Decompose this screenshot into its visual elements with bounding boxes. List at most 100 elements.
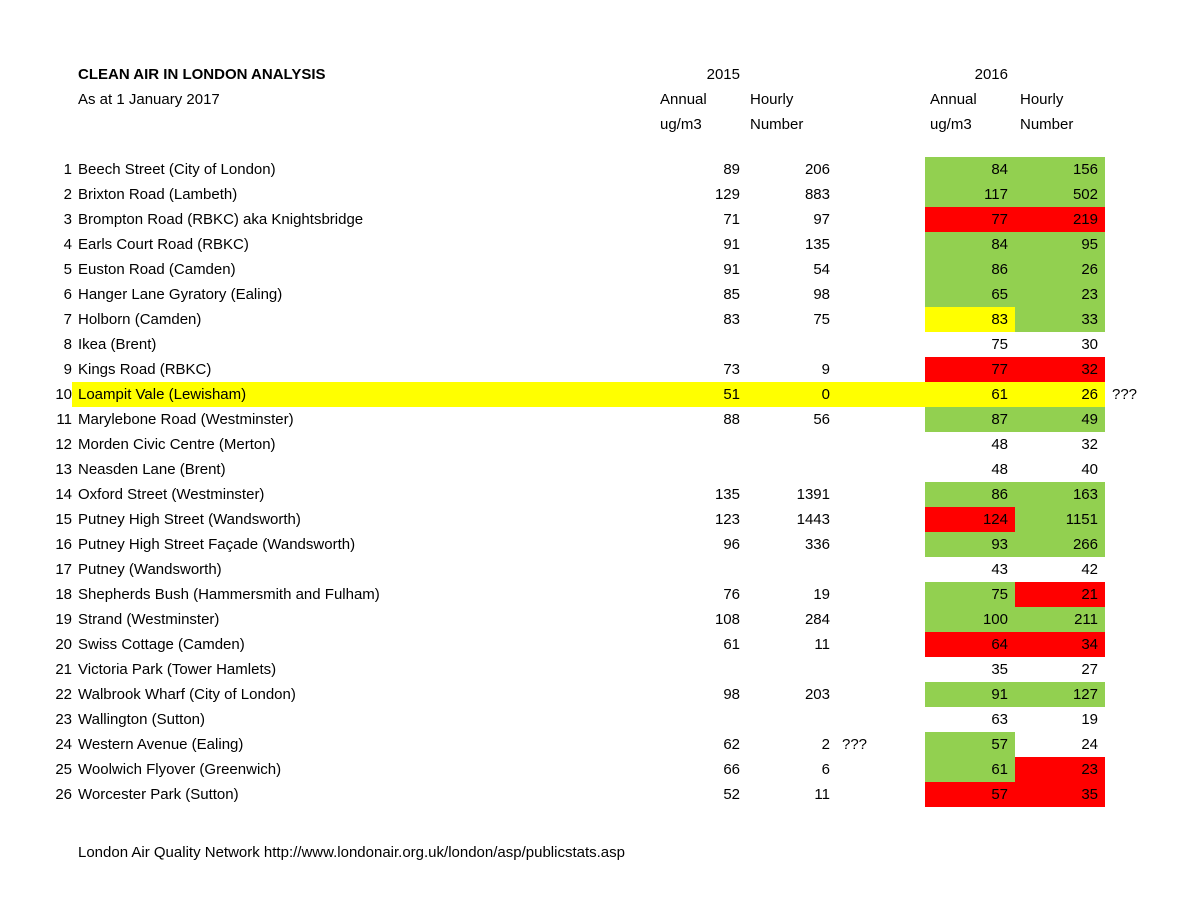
hourly-2015-value: 9 xyxy=(821,361,830,378)
hourly-2015-value xyxy=(740,432,830,457)
annual-2015-value xyxy=(655,432,740,457)
annual-2016-cell: 91 xyxy=(925,682,1015,707)
note-2015 xyxy=(830,782,925,807)
location-name: Marylebone Road (Westminster) xyxy=(78,411,294,428)
annual-2016-cell: 86 xyxy=(925,257,1015,282)
table-row: 16 Putney High Street Façade (Wandsworth… xyxy=(0,532,1200,557)
note-2016 xyxy=(1105,282,1180,307)
annual-2016-cell: 84 xyxy=(925,157,1015,182)
header-row-years: CLEAN AIR IN LONDON ANALYSIS 2015 2016 xyxy=(0,62,1200,87)
location-name: Beech Street (City of London) xyxy=(78,161,276,178)
hourly-2016-cell: 266 xyxy=(1015,532,1105,557)
annual-2016-cell: 57 xyxy=(925,782,1015,807)
hourly-2016-cell: 156 xyxy=(1015,157,1105,182)
location-name: Putney High Street (Wandsworth) xyxy=(78,511,301,528)
note-2016 xyxy=(1105,357,1180,382)
note-2016 xyxy=(1105,782,1180,807)
annual-2016-cell: 100 xyxy=(925,607,1015,632)
location-name: Swiss Cottage (Camden) xyxy=(78,636,245,653)
hourly-2016-cell: 32 xyxy=(1081,436,1098,453)
row-number: 12 xyxy=(55,436,72,453)
spacer-cell xyxy=(72,112,655,137)
note-2016 xyxy=(1105,432,1180,457)
spacer-cell xyxy=(1105,112,1180,137)
hourly-2016-cell: 502 xyxy=(1015,182,1105,207)
annual-2016-cell: 75 xyxy=(991,336,1008,353)
row-number: 20 xyxy=(55,636,72,653)
annual-2015-value: 98 xyxy=(723,686,740,703)
note-2015 xyxy=(830,257,925,282)
hourly-2016-cell: 24 xyxy=(1081,736,1098,753)
note-2016 xyxy=(1105,582,1180,607)
note-2015 xyxy=(830,307,925,332)
location-name: Oxford Street (Westminster) xyxy=(78,486,265,503)
hourly-2015-value: 54 xyxy=(813,261,830,278)
row-number: 23 xyxy=(55,711,72,728)
location-name: Morden Civic Centre (Merton) xyxy=(78,436,276,453)
page-subtitle: As at 1 January 2017 xyxy=(78,91,220,108)
page-title: CLEAN AIR IN LONDON ANALYSIS xyxy=(78,66,326,83)
location-name: Brompton Road (RBKC) aka Knightsbridge xyxy=(78,211,364,228)
hourly-2015-value: 0 xyxy=(740,382,830,407)
row-number: 22 xyxy=(55,686,72,703)
location-name: Strand (Westminster) xyxy=(78,611,220,628)
table-row: 22 Walbrook Wharf (City of London) 98 20… xyxy=(0,682,1200,707)
hourly-2016-cell: 163 xyxy=(1015,482,1105,507)
note-2015 xyxy=(830,682,925,707)
location-name: Hanger Lane Gyratory (Ealing) xyxy=(78,286,283,303)
annual-2015-value xyxy=(655,332,740,357)
hourly-2015-value xyxy=(740,332,830,357)
note-2016 xyxy=(1105,732,1180,757)
location-name: Kings Road (RBKC) xyxy=(78,361,212,378)
note-2016 xyxy=(1105,232,1180,257)
annual-2015-value: 91 xyxy=(723,261,740,278)
table-row: 23 Wallington (Sutton) 63 19 xyxy=(0,707,1200,732)
note-2015 xyxy=(830,332,925,357)
row-number: 1 xyxy=(63,161,72,178)
hourly-2016-cell: 30 xyxy=(1081,336,1098,353)
note-2016 xyxy=(1105,757,1180,782)
spacer-cell xyxy=(830,62,925,87)
note-2016 xyxy=(1105,482,1180,507)
note-2016 xyxy=(1105,657,1180,682)
annual-2016-cell: 61 xyxy=(925,757,1015,782)
note-2015 xyxy=(830,157,925,182)
annual-2016-cell: 35 xyxy=(991,661,1008,678)
location-name: Shepherds Bush (Hammersmith and Fulham) xyxy=(78,586,380,603)
hourly-2016-cell: 49 xyxy=(1015,407,1105,432)
hourly-2015-unit: Number xyxy=(750,116,804,133)
year-2016-header: 2016 xyxy=(974,66,1008,83)
table-row: 10 Loampit Vale (Lewisham) 51 0 61 26 ??… xyxy=(0,382,1200,407)
annual-2016-cell: 64 xyxy=(925,632,1015,657)
location-name: Ikea (Brent) xyxy=(78,336,157,353)
hourly-2015-value: 135 xyxy=(804,236,830,253)
location-name: Loampit Vale (Lewisham) xyxy=(72,382,655,407)
spacer-cell xyxy=(830,112,925,137)
hourly-2015-value: 97 xyxy=(813,211,830,228)
note-2015 xyxy=(830,607,925,632)
annual-2016-cell: 77 xyxy=(925,207,1015,232)
hourly-2016-cell: 19 xyxy=(1081,711,1098,728)
row-number: 17 xyxy=(55,561,72,578)
table-row: 13 Neasden Lane (Brent) 48 40 xyxy=(0,457,1200,482)
note-2015 xyxy=(830,207,925,232)
row-number: 9 xyxy=(63,361,72,378)
annual-2015-value: 108 xyxy=(714,611,740,628)
hourly-2015-value: 206 xyxy=(804,161,830,178)
note-2015 xyxy=(830,457,925,482)
annual-2015-value xyxy=(655,657,740,682)
hourly-2015-value: 75 xyxy=(813,311,830,328)
annual-2015-value: 129 xyxy=(714,186,740,203)
hourly-2016-cell: 211 xyxy=(1015,607,1105,632)
table-row: 18 Shepherds Bush (Hammersmith and Fulha… xyxy=(0,582,1200,607)
location-name: Wallington (Sutton) xyxy=(78,711,206,728)
hourly-2015-value xyxy=(740,457,830,482)
table-row: 12 Morden Civic Centre (Merton) 48 32 xyxy=(0,432,1200,457)
annual-2015-value: 52 xyxy=(723,786,740,803)
annual-2015-value xyxy=(655,457,740,482)
note-2016 xyxy=(1105,607,1180,632)
note-2016 xyxy=(1105,682,1180,707)
note-2015 xyxy=(830,407,925,432)
location-name: Worcester Park (Sutton) xyxy=(78,786,239,803)
